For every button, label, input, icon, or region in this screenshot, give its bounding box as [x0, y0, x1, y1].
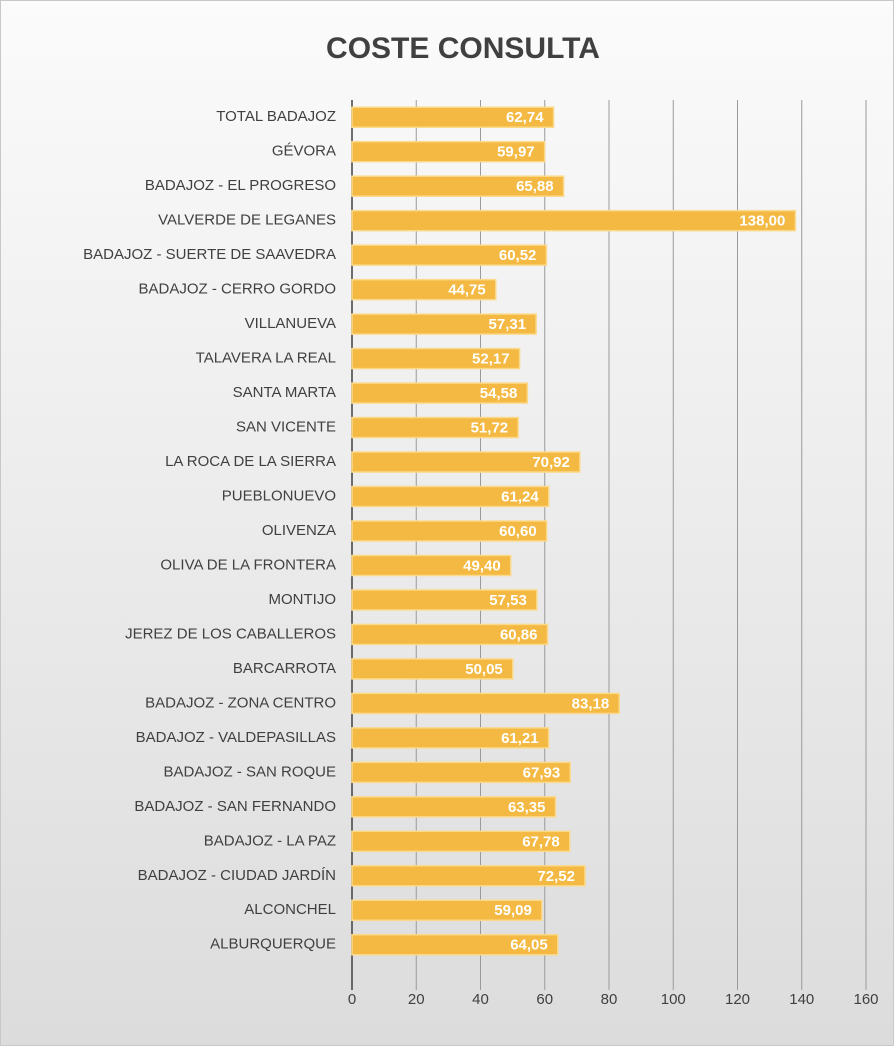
data-label: 59,97 — [497, 144, 535, 161]
data-label: 64,05 — [510, 937, 548, 954]
bar — [351, 554, 512, 577]
y-tick-label: SAN VICENTE — [236, 419, 336, 436]
y-tick-label: VALVERDE DE LEGANES — [158, 212, 336, 229]
x-tick-label: 20 — [408, 991, 425, 1008]
y-tick-label: BADAJOZ - VALDEPASILLAS — [136, 729, 336, 746]
bar — [351, 106, 555, 128]
bar — [351, 140, 546, 163]
data-label: 61,21 — [501, 730, 539, 747]
data-label: 65,88 — [516, 178, 554, 195]
y-tick-label: ALBURQUERQUE — [210, 936, 336, 953]
data-label: 57,31 — [489, 316, 527, 333]
y-tick-label: LA ROCA DE LA SIERRA — [165, 453, 336, 470]
bar — [351, 416, 519, 439]
y-tick-label: BARCARROTA — [233, 660, 336, 677]
bar — [351, 934, 559, 956]
data-label: 63,35 — [508, 799, 546, 816]
data-label: 138,00 — [739, 213, 785, 230]
x-tick-label: 140 — [789, 991, 814, 1008]
bar — [351, 244, 548, 266]
bar — [351, 727, 550, 749]
bar — [351, 589, 538, 611]
bar — [351, 623, 549, 646]
y-tick-label: MONTIJO — [269, 591, 337, 608]
data-label: 54,58 — [480, 385, 518, 402]
data-label: 59,09 — [494, 902, 532, 919]
y-tick-label: BADAJOZ - CIUDAD JARDÍN — [138, 867, 336, 884]
data-label: 60,52 — [499, 247, 537, 264]
y-tick-label: PUEBLONUEVO — [222, 487, 336, 504]
bar — [351, 313, 537, 335]
x-tick-label: 80 — [601, 991, 618, 1008]
data-label: 67,78 — [522, 833, 560, 850]
data-label: 49,40 — [463, 557, 501, 574]
bar — [351, 692, 620, 715]
data-label: 70,92 — [532, 454, 570, 471]
y-tick-label: BADAJOZ - EL PROGRESO — [145, 177, 336, 194]
x-tick-label: 120 — [725, 991, 750, 1008]
data-label: 50,05 — [465, 661, 503, 678]
bar — [351, 175, 565, 197]
y-tick-label: JEREZ DE LOS CABALLEROS — [125, 625, 336, 642]
y-tick-label: BADAJOZ - CERRO GORDO — [138, 281, 336, 298]
y-tick-label: OLIVENZA — [262, 522, 336, 539]
y-tick-label: TALAVERA LA REAL — [196, 350, 336, 367]
bar — [351, 796, 557, 818]
bar — [351, 382, 529, 404]
x-tick-label: 40 — [472, 991, 489, 1008]
bar — [351, 209, 797, 232]
data-label: 44,75 — [448, 282, 486, 299]
data-label: 72,52 — [537, 868, 575, 885]
bar — [351, 830, 571, 853]
x-tick-label: 60 — [536, 991, 553, 1008]
x-tick-label: 160 — [853, 991, 878, 1008]
data-label: 83,18 — [572, 695, 610, 712]
bar — [351, 899, 543, 922]
data-label: 67,93 — [523, 764, 561, 781]
y-tick-label: GÉVORA — [272, 143, 336, 160]
data-label: 52,17 — [472, 351, 510, 368]
x-tick-label: 100 — [661, 991, 686, 1008]
chart-title: COSTE CONSULTA — [326, 32, 600, 65]
x-tick-label: 0 — [348, 991, 356, 1008]
y-tick-label: BADAJOZ - SUERTE DE SAAVEDRA — [83, 246, 336, 263]
bar — [351, 278, 497, 301]
data-label: 57,53 — [489, 592, 527, 609]
data-label: 62,74 — [506, 109, 544, 126]
bar — [351, 865, 586, 887]
y-tick-label: TOTAL BADAJOZ — [216, 108, 336, 125]
y-tick-label: BADAJOZ - SAN FERNANDO — [134, 798, 336, 815]
bar — [351, 451, 581, 473]
y-tick-label: VILLANUEVA — [245, 315, 336, 332]
y-tick-label: BADAJOZ - ZONA CENTRO — [145, 694, 336, 711]
data-label: 51,72 — [471, 420, 509, 437]
bar — [351, 761, 571, 784]
bar — [351, 520, 548, 542]
y-tick-label: ALCONCHEL — [244, 901, 336, 918]
y-tick-label: OLIVA DE LA FRONTERA — [160, 556, 336, 573]
bar — [351, 658, 514, 680]
data-label: 61,24 — [501, 488, 539, 505]
data-label: 60,86 — [500, 626, 538, 643]
data-label: 60,60 — [499, 523, 537, 540]
y-tick-label: SANTA MARTA — [233, 384, 336, 401]
y-tick-label: BADAJOZ - LA PAZ — [204, 832, 336, 849]
bar — [351, 347, 521, 370]
bar — [351, 485, 550, 508]
y-tick-label: BADAJOZ - SAN ROQUE — [163, 763, 336, 780]
